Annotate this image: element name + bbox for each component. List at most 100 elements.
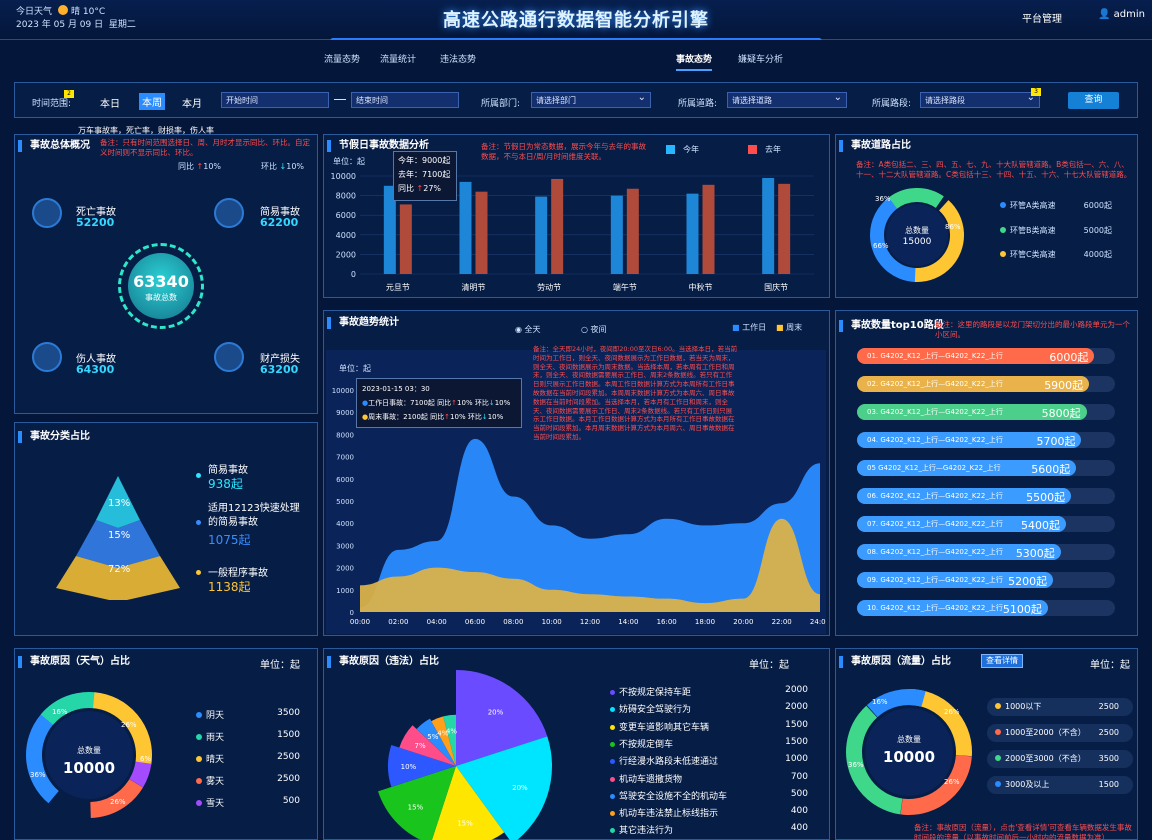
top10-value: 5800起 — [1041, 407, 1081, 420]
violation-legend-name: 机动车遗撒货物 — [619, 774, 683, 785]
nav-traffic-stats[interactable]: 流量统计 — [380, 55, 417, 65]
rose-pct: 5% — [427, 733, 438, 741]
nav-accident-situation[interactable]: 事故态势 — [676, 52, 713, 71]
top10-label: 05 G4202_K12_上行—G4202_K22_上行 — [867, 464, 1001, 472]
rose-pct: 15% — [457, 820, 473, 828]
trend-xtick: 06:00 — [465, 618, 485, 626]
rose-slice — [456, 670, 548, 766]
pyramid-base — [56, 556, 180, 600]
nav-traffic-situation[interactable]: 流量态势 — [324, 55, 361, 65]
trend-tooltip-yoy-val: 10% — [457, 399, 473, 407]
weather-legend-dot — [196, 734, 202, 740]
mom: 环比 ↓10% — [261, 161, 304, 172]
weather: 今日天气 晴 10°C — [16, 4, 105, 17]
weather-legend-name: 阴天 — [206, 711, 225, 721]
end-time-input[interactable]: 结束时间 — [351, 92, 459, 108]
top10-row[interactable]: 08. G4202_K12_上行—G4202_K22_上行 5300起 — [857, 544, 1115, 560]
legend-this-year: 今年 — [683, 145, 699, 154]
legend-weekend-label: 周末 — [786, 323, 803, 332]
arrow-down-icon: ↓ — [481, 413, 488, 421]
top10-row[interactable]: 06. G4202_K12_上行—G4202_K22_上行 5500起 — [857, 488, 1115, 504]
violation-legend-dot — [610, 759, 615, 765]
nav-violation-situation[interactable]: 违法态势 — [440, 55, 477, 65]
flow-legend-name: 1000至2000（不含） — [1005, 728, 1086, 737]
violation-legend-item: 妨碍安全驾驶行为 2000 — [610, 702, 808, 715]
road-select[interactable]: 请选择道路 — [727, 92, 847, 108]
user-menu[interactable]: 👤 admin — [1098, 9, 1145, 20]
weather-legend-value: 2500 — [277, 752, 300, 762]
trend-ytick: 2000 — [336, 565, 354, 573]
violation-legend-item: 行经漫水路段未低速通过 1000 — [610, 754, 808, 767]
category-dot-0 — [196, 473, 201, 478]
option-all-day[interactable]: ◉ 全天 — [515, 324, 541, 335]
section-select[interactable]: 请选择路段 — [920, 92, 1040, 108]
mom-label: 环比 — [261, 162, 277, 171]
holiday-bar-last-year — [551, 178, 564, 274]
top10-row[interactable]: 07. G4202_K12_上行—G4202_K22_上行 5400起 — [857, 516, 1115, 532]
top10-bar-fill: 01. G4202_K12_上行—G4202_K22_上行 6000起 — [857, 348, 1095, 364]
violation-rose-chart: 20%20%15%15%10%7%5%4%4% — [378, 670, 552, 840]
query-button[interactable]: 查询 — [1068, 92, 1119, 109]
holiday-ytick: 4000 — [336, 231, 356, 240]
trend-xtick: 16:00 — [657, 618, 677, 626]
top10-row[interactable]: 05 G4202_K12_上行—G4202_K22_上行 5600起 — [857, 460, 1115, 476]
platform-menu[interactable]: 平台管理 — [1022, 14, 1062, 25]
weather-legend-name: 雾天 — [206, 777, 225, 787]
trend-tooltip: 2023-01-15 03：30 ●工作日事故：7100起 同比↑10% 环比↓… — [356, 378, 522, 428]
holiday-bar-this-year — [459, 181, 472, 274]
rose-slice — [378, 766, 456, 840]
flow-detail-button[interactable]: 查看详情 — [981, 654, 1023, 668]
holiday-xtick: 端午节 — [613, 282, 637, 292]
category-dot-1 — [196, 520, 201, 525]
range-day[interactable]: 本日 — [100, 99, 120, 110]
weather-center-value: 10000 — [62, 759, 116, 777]
road-legend-name-a: 环管A类高速 — [1010, 201, 1056, 210]
flow-legend-dot — [995, 781, 1001, 787]
total-core — [128, 253, 194, 319]
kpi-loss-label: 财产损失 — [260, 354, 300, 365]
top10-value: 5600起 — [1031, 463, 1071, 476]
radio-icon: ○ — [581, 325, 588, 334]
violation-legend-value: 1500 — [785, 736, 808, 747]
trend-area-chart: 0 1000 2000 3000 4000 5000 6000 7000 8000 9000 100… — [332, 387, 826, 626]
top10-row[interactable]: 04. G4202_K12_上行—G4202_K22_上行 5700起 — [857, 432, 1115, 448]
top10-value: 5300起 — [1015, 547, 1055, 560]
rose-slice — [431, 716, 456, 766]
trend-tooltip-yoy: 同比 — [437, 399, 452, 407]
trend-note: 备注：全天即24小时，夜间即20:00至次日6:00。当选择本日，若当前时间为工… — [533, 345, 738, 441]
top10-row[interactable]: 01. G4202_K12_上行—G4202_K22_上行 6000起 — [857, 348, 1115, 364]
trend-xtick: 24:00 — [810, 618, 826, 626]
violation-legend-dot — [610, 776, 615, 782]
holiday-unit: 单位：起 — [333, 157, 365, 166]
flow-unit: 单位：起 — [1090, 660, 1130, 671]
top10-value: 5500起 — [1026, 491, 1066, 504]
violation-legend-value: 500 — [790, 788, 808, 799]
pyramid-top — [96, 476, 140, 528]
range-week[interactable]: 本周 — [139, 93, 165, 110]
start-time-input[interactable]: 开始时间 — [221, 92, 329, 108]
violation-legend-item: 不按规定保持车距 2000 — [610, 685, 808, 698]
arrow-down-icon: ↓ — [488, 399, 495, 407]
holiday-bar-last-year — [702, 184, 715, 274]
nav-suspect-vehicle[interactable]: 嫌疑车分析 — [738, 55, 784, 65]
flow-legend-name: 1000以下 — [1005, 702, 1042, 711]
top10-row[interactable]: 09. G4202_K12_上行—G4202_K22_上行 5200起 — [857, 572, 1115, 588]
top10-row[interactable]: 03. G4202_K12_上行—G4202_K22_上行 5800起 — [857, 404, 1115, 420]
top10-label: 07. G4202_K12_上行—G4202_K22_上行 — [867, 520, 1003, 528]
dept-select[interactable]: 请选择部门 — [531, 92, 651, 108]
rose-pct: 10% — [401, 763, 417, 771]
weather-legend-name: 雪天 — [206, 799, 225, 809]
top10-label: 03. G4202_K12_上行—G4202_K22_上行 — [867, 408, 1003, 416]
range-month[interactable]: 本月 — [182, 99, 202, 110]
time-range-label: 时间范围: — [32, 99, 72, 109]
tooltip-yoy-value: 27% — [423, 184, 442, 193]
kpi-simple-value: 62200 — [260, 216, 299, 229]
top10-row[interactable]: 02. G4202_K12_上行—G4202_K22_上行 5900起 — [857, 376, 1115, 392]
top10-row[interactable]: 10. G4202_K12_上行—G4202_K22_上行 5100起 — [857, 600, 1115, 616]
option-night[interactable]: ○ 夜间 — [581, 324, 607, 335]
violation-legend-value: 400 — [790, 823, 808, 834]
kpi-simple-label: 简易事故 — [260, 207, 300, 218]
arrow-up-icon: ↑ — [451, 399, 458, 407]
category-value-1: 1075起 — [208, 533, 251, 547]
trend-ytick: 9000 — [336, 409, 354, 417]
